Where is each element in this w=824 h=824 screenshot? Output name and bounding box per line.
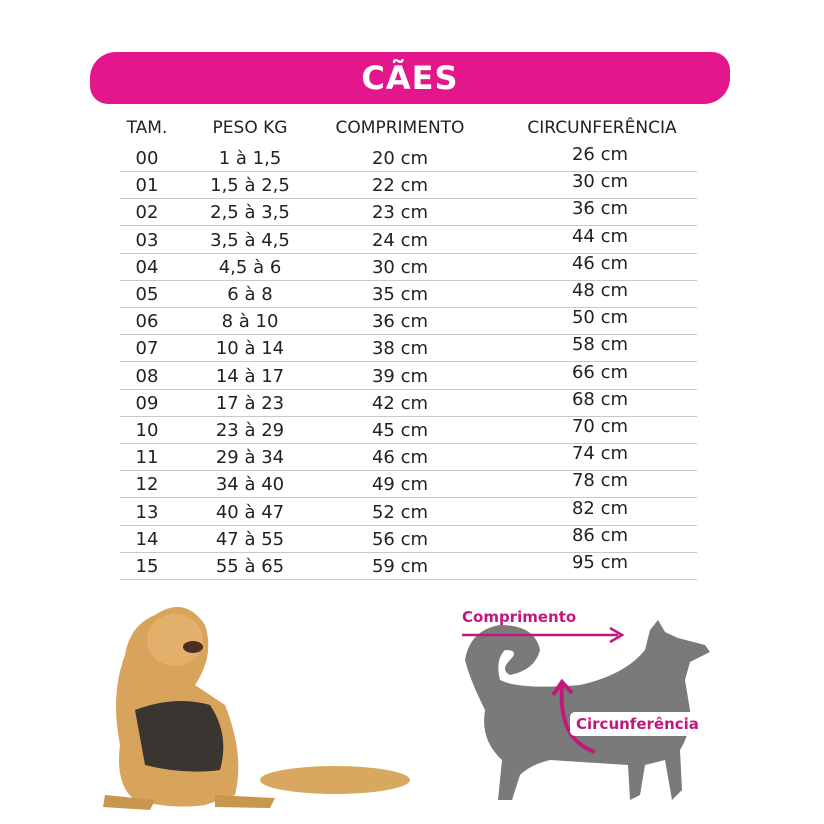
table-cell: 52 cm (371, 501, 429, 523)
table-cell: 2,5 à 3,5 (210, 202, 290, 224)
table-cell: 1,5 à 2,5 (210, 175, 290, 197)
table-cell: 66 cm (571, 361, 629, 383)
table-row: 04 4,5 à 6 30 cm 46 cm (120, 253, 697, 281)
table-row: 06 8 à 10 36 cm 50 cm (120, 307, 697, 336)
table-cell: 8 à 10 (221, 311, 279, 333)
table-cell: 74 cm (571, 443, 629, 465)
table-cell: 10 (135, 420, 159, 441)
column-header: CIRCUNFERÊNCIA (527, 118, 677, 138)
table-row: 14 47 à 55 56 cm 86 cm (120, 525, 697, 553)
table-cell: 56 cm (371, 528, 429, 550)
page-title: CÃES (361, 59, 459, 97)
table-cell: 09 (135, 392, 159, 414)
table-cell: 4,5 à 6 (218, 256, 282, 278)
table-cell: 46 cm (371, 447, 429, 469)
length-label: Comprimento (462, 608, 577, 626)
table-cell: 70 cm (571, 416, 629, 437)
table-cell: 49 cm (371, 474, 429, 496)
table-cell: 42 cm (371, 392, 429, 414)
table-cell: 15 (135, 556, 159, 577)
table-cell: 14 (135, 528, 159, 550)
table-row: 08 14 à 17 39 cm 66 cm (120, 362, 697, 390)
table-cell: 26 cm (571, 144, 629, 165)
table-row: 11 29 à 34 46 cm 74 cm (120, 443, 697, 472)
table-cell: 36 cm (371, 311, 429, 333)
table-cell: 45 cm (371, 420, 429, 441)
table-cell: 05 (135, 284, 159, 305)
table-cell: 44 cm (571, 225, 629, 247)
table-cell: 10 à 14 (215, 338, 285, 360)
table-cell: 11 (135, 447, 159, 469)
table-cell: 23 cm (371, 202, 429, 224)
title-banner: CÃES (90, 52, 730, 104)
table-row: 05 6 à 8 35 cm 48 cm (120, 280, 697, 308)
table-cell: 86 cm (571, 524, 629, 546)
table-cell: 14 à 17 (215, 365, 285, 387)
column-header: PESO KG (212, 118, 288, 138)
table-cell: 03 (135, 229, 159, 251)
table-cell: 20 cm (371, 148, 429, 169)
table-cell: 78 cm (571, 470, 629, 492)
table-cell: 35 cm (371, 284, 429, 305)
table-cell: 06 (135, 311, 159, 333)
table-cell: 34 à 40 (215, 474, 285, 496)
table-cell: 17 à 23 (215, 392, 285, 414)
table-cell: 29 à 34 (215, 447, 285, 469)
table-cell: 01 (135, 175, 159, 197)
table-cell: 39 cm (371, 365, 429, 387)
girth-label: Circunferência (576, 715, 699, 733)
table-cell: 95 cm (571, 552, 629, 573)
table-row: 01 1,5 à 2,5 22 cm 30 cm (120, 171, 697, 200)
table-row: 10 23 à 29 45 cm 70 cm (120, 416, 697, 444)
table-cell: 48 cm (571, 280, 629, 301)
table-row: 15 55 à 65 59 cm 95 cm (120, 552, 697, 580)
table-cell: 07 (135, 338, 159, 360)
table-cell: 38 cm (371, 338, 429, 360)
table-cell: 68 cm (571, 388, 629, 410)
table-cell: 23 à 29 (215, 420, 285, 441)
table-cell: 6 à 8 (227, 284, 273, 305)
table-cell: 08 (135, 365, 159, 387)
table-cell: 40 à 47 (215, 501, 285, 523)
table-cell: 02 (135, 202, 159, 224)
table-cell: 24 cm (371, 229, 429, 251)
table-cell: 50 cm (571, 307, 629, 329)
column-header: COMPRIMENTO (335, 118, 465, 138)
table-cell: 3,5 à 4,5 (210, 229, 290, 251)
table-cell: 00 (135, 148, 159, 169)
table-cell: 58 cm (571, 334, 629, 356)
table-cell: 04 (135, 256, 159, 278)
table-row: 02 2,5 à 3,5 23 cm 36 cm (120, 198, 697, 227)
table-cell: 82 cm (571, 497, 629, 519)
table-row: 07 10 à 14 38 cm 58 cm (120, 334, 697, 363)
table-row: 03 3,5 à 4,5 24 cm 44 cm (120, 226, 697, 254)
column-header: TAM. (126, 118, 168, 138)
table-cell: 12 (135, 474, 159, 496)
measurement-diagram: Comprimento Circunferência (440, 590, 740, 820)
table-row: 12 34 à 40 49 cm 78 cm (120, 470, 697, 499)
dog-silhouette (465, 620, 710, 800)
table-cell: 1 à 1,5 (218, 148, 282, 169)
table-row: 00 1 à 1,5 20 cm 26 cm (120, 144, 697, 172)
table-row: 09 17 à 23 42 cm 68 cm (120, 389, 697, 417)
table-cell: 13 (135, 501, 159, 523)
table-row: 13 40 à 47 52 cm 82 cm (120, 498, 697, 526)
table-cell: 59 cm (371, 556, 429, 577)
table-cell: 47 à 55 (215, 528, 285, 550)
table-cell: 30 cm (371, 256, 429, 278)
table-cell: 36 cm (571, 198, 629, 220)
dog-photo (103, 607, 410, 810)
table-cell: 46 cm (571, 252, 629, 274)
table-cell: 30 cm (571, 171, 629, 193)
table-cell: 55 à 65 (215, 556, 285, 577)
table-cell: 22 cm (371, 175, 429, 197)
